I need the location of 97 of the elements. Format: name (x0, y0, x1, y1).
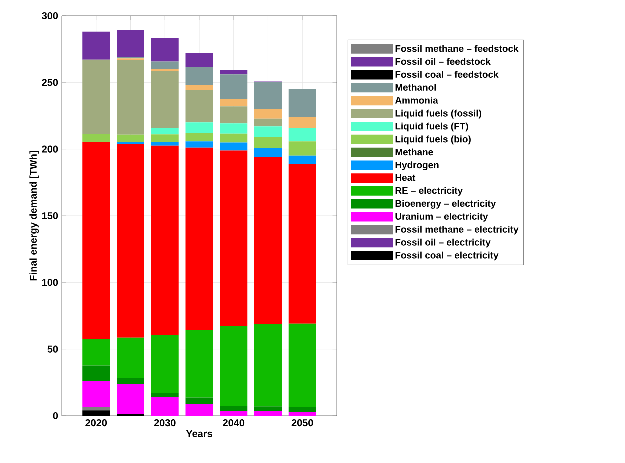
bar (82, 142, 110, 340)
bar (220, 124, 248, 134)
bar (186, 404, 214, 416)
bar (254, 137, 282, 148)
x-tick-label: 2040 (223, 420, 245, 427)
bar (288, 324, 316, 408)
legend-label: Liquid fuels (FT) (396, 122, 468, 132)
bar (151, 71, 179, 129)
bar (186, 122, 214, 134)
bar (82, 366, 110, 382)
bar (254, 118, 282, 127)
legend-label: Methane (396, 148, 434, 156)
bar (220, 411, 248, 416)
bar (82, 381, 110, 408)
legend-label: Ammonia (395, 96, 438, 104)
bar (186, 148, 214, 331)
legend-label: Methanol (396, 84, 436, 91)
bar (254, 126, 282, 138)
bar (117, 134, 144, 142)
legend-label: Fossil methane – feedstock (396, 45, 519, 52)
legend-label: Liquid fuels (fossil) (396, 110, 482, 119)
legend-label: Fossil methane – electricity (396, 226, 519, 235)
bar (254, 148, 282, 158)
y-tick-label: 150 (42, 212, 58, 220)
bar (82, 134, 110, 143)
bar (254, 109, 282, 119)
bar (186, 53, 214, 68)
bar (220, 326, 248, 406)
y-tick-label: 100 (42, 279, 58, 286)
x-tick-label: 2030 (154, 420, 176, 427)
legend-label: Hydrogen (396, 162, 439, 170)
bar (288, 412, 316, 416)
x-axis-title: Years (186, 430, 212, 438)
bar (151, 128, 179, 135)
bar (288, 156, 316, 165)
bar (151, 146, 179, 336)
bar (186, 398, 214, 404)
legend-label: Fossil oil – feedstock (396, 58, 491, 66)
bar (151, 62, 179, 70)
bar (82, 60, 110, 135)
bar (220, 74, 248, 100)
bar (117, 30, 144, 58)
legend-label: Heat (396, 174, 416, 182)
bar (151, 142, 179, 146)
legend-label: RE – electricity (396, 187, 463, 196)
legend-label: Uranium – electricity (396, 213, 488, 222)
bar (151, 134, 179, 142)
bar (220, 142, 248, 151)
bar (117, 384, 144, 414)
bar (254, 157, 282, 325)
bar (186, 90, 214, 123)
legend-label: Bioenergy – electricity (396, 200, 496, 209)
bar (82, 407, 110, 411)
bar (220, 106, 248, 124)
bar (82, 410, 110, 416)
bar (151, 335, 179, 394)
bar (151, 38, 179, 62)
bar (288, 128, 316, 142)
bar (288, 142, 316, 156)
bar (254, 82, 282, 110)
y-tick-label: 250 (42, 79, 58, 86)
bar (254, 411, 282, 416)
bar (117, 144, 144, 338)
bar (186, 142, 214, 148)
bar (186, 133, 214, 142)
bar (220, 150, 248, 326)
bar (117, 378, 144, 384)
x-tick-label: 2020 (86, 420, 108, 427)
bar (288, 407, 316, 412)
y-axis-title: Final energy demand [TWh] (30, 151, 40, 281)
bar (288, 164, 316, 324)
y-tick-label: 50 (48, 346, 58, 353)
bar (254, 324, 282, 407)
bar (220, 70, 248, 75)
y-tick-label: 0 (53, 412, 58, 420)
y-tick-label: 300 (42, 12, 58, 20)
legend-label: Fossil coal – feedstock (396, 71, 499, 78)
bar (220, 134, 248, 143)
bar (254, 406, 282, 412)
bar (186, 67, 214, 86)
bar (82, 339, 110, 366)
legend-label: Liquid fuels (bio) (396, 136, 471, 145)
bar (186, 85, 214, 90)
bar (186, 330, 214, 398)
bar (288, 89, 316, 118)
bar (151, 397, 179, 416)
legend-label: Fossil oil – electricity (396, 238, 491, 248)
bar (82, 32, 110, 60)
bar (151, 393, 179, 398)
bar (220, 406, 248, 412)
bar (117, 338, 144, 378)
bar (288, 117, 316, 128)
bar (117, 60, 144, 135)
x-tick-label: 2050 (292, 420, 314, 427)
bar (220, 99, 248, 107)
y-tick-label: 200 (42, 146, 58, 153)
legend-label: Fossil coal – electricity (396, 252, 499, 261)
